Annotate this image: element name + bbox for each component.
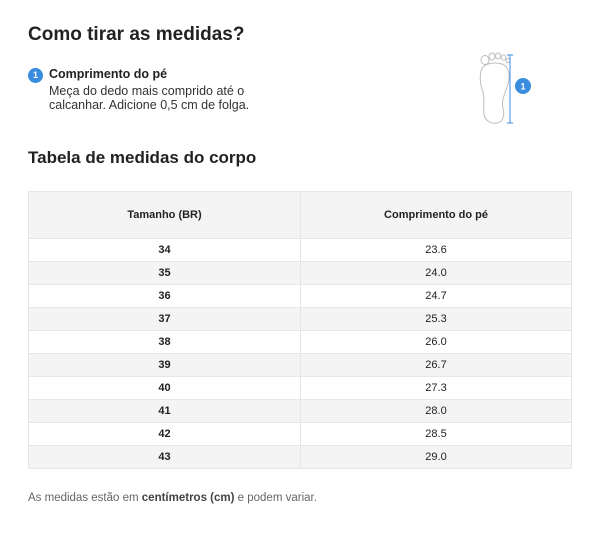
table-row: 37 25.3	[28, 307, 572, 331]
foot-length-cell: 25.3	[300, 307, 572, 331]
foot-length-cell: 27.3	[300, 376, 572, 400]
size-cell: 39	[28, 353, 301, 377]
table-row: 34 23.6	[28, 238, 572, 262]
size-cell: 38	[28, 330, 301, 354]
size-cell: 42	[28, 422, 301, 446]
foot-length-cell: 24.0	[300, 261, 572, 285]
foot-length-cell: 23.6	[300, 238, 572, 262]
step-description: Meça do dedo mais comprido até o calcanh…	[49, 84, 250, 112]
table-row: 36 24.7	[28, 284, 572, 308]
footnote: As medidas estão em centímetros (cm) e p…	[28, 492, 317, 504]
footnote-text-end: e podem variar.	[234, 492, 317, 504]
column-header-foot-length: Comprimento do pé	[300, 191, 572, 239]
column-header-size: Tamanho (BR)	[28, 191, 301, 239]
footnote-unit: centímetros (cm)	[141, 492, 235, 504]
illustration-badge-number: 1	[520, 82, 525, 92]
step-title: Comprimento do pé	[49, 67, 168, 81]
length-marker	[507, 54, 513, 124]
foot-icon	[479, 52, 511, 124]
foot-length-cell: 24.7	[300, 284, 572, 308]
size-cell: 43	[28, 445, 301, 469]
table-row: 41 28.0	[28, 399, 572, 423]
foot-length-cell: 26.0	[300, 330, 572, 354]
table-row: 38 26.0	[28, 330, 572, 354]
size-cell: 35	[28, 261, 301, 285]
table-row: 42 28.5	[28, 422, 572, 446]
table-row: 39 26.7	[28, 353, 572, 377]
foot-length-cell: 29.0	[300, 445, 572, 469]
size-cell: 34	[28, 238, 301, 262]
step-number-badge: 1	[28, 68, 43, 83]
illustration-badge	[515, 78, 531, 94]
table-row: 40 27.3	[28, 376, 572, 400]
foot-length-cell: 26.7	[300, 353, 572, 377]
foot-measurement-illustration: 1	[479, 52, 531, 124]
table-row: 43 29.0	[28, 445, 572, 469]
size-cell: 36	[28, 284, 301, 308]
how-to-measure-title: Como tirar as medidas?	[28, 24, 245, 45]
foot-length-cell: 28.0	[300, 399, 572, 423]
size-cell: 37	[28, 307, 301, 331]
size-table: Tamanho (BR) Comprimento do pé 34 23.6 3…	[28, 191, 572, 469]
foot-length-cell: 28.5	[300, 422, 572, 446]
size-cell: 41	[28, 399, 301, 423]
table-row: 35 24.0	[28, 261, 572, 285]
table-header-row: Tamanho (BR) Comprimento do pé	[28, 191, 572, 239]
footnote-text-start: As medidas estão em	[28, 492, 142, 504]
size-table-title: Tabela de medidas do corpo	[28, 148, 257, 167]
size-cell: 40	[28, 376, 301, 400]
